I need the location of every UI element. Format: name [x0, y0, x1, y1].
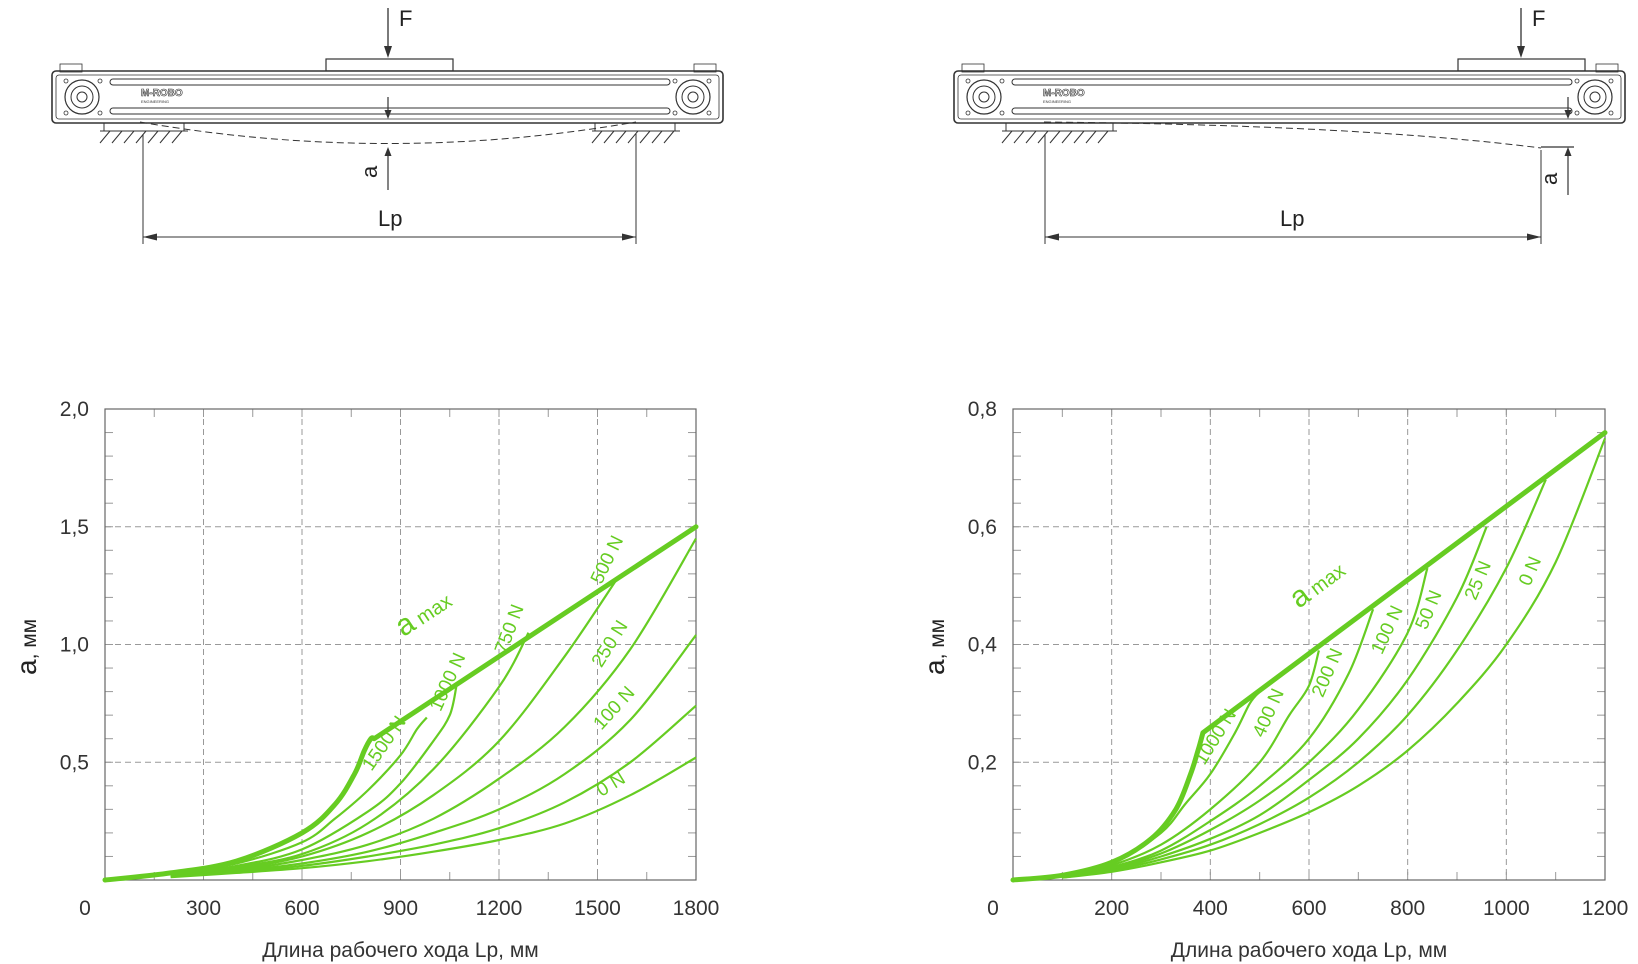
force-arrow: [384, 8, 392, 58]
y-axis-label-symbol: a: [11, 659, 42, 675]
series-line-6: [170, 704, 697, 878]
x-tick-label: 0: [79, 897, 91, 920]
y-axis-label-symbol: a: [919, 659, 950, 675]
deflection-chart-right: 0 200 400 600 800 1000 1200 0,2 0,4 0,6 0,8 Длина р…: [919, 398, 1628, 962]
series-line-1: [1062, 650, 1320, 877]
x-tick-label: 1500: [574, 897, 621, 920]
x-tick-label: 600: [284, 897, 319, 920]
y-axis-label: a, мм: [919, 619, 950, 675]
left-support: [99, 121, 188, 144]
carriage-plate: [325, 58, 454, 72]
plot-frame: [1012, 408, 1606, 881]
envelope-line-amax: [1010, 430, 1608, 883]
y-axis-label: a, мм: [11, 619, 42, 675]
y-axis-label-unit: , мм: [18, 619, 41, 660]
envelope-line-amax: [102, 524, 699, 883]
logo-subtitle: ENGINEERING: [141, 99, 169, 104]
logo-subtitle: ENGINEERING: [1043, 99, 1071, 104]
length-dimension: [1044, 134, 1542, 244]
beam-diagram-right: M-ROBO ENGINEERING F a Lp: [953, 6, 1626, 244]
envelope-label-subscript: max: [408, 590, 456, 632]
series-line-2: [1062, 608, 1375, 878]
logo: M-ROBO: [1043, 88, 1085, 99]
series-line-1: [170, 686, 458, 876]
series-line-6: [1062, 437, 1607, 879]
y-tick-label: 1,5: [60, 516, 89, 539]
force-arrow: [1517, 8, 1525, 58]
series-line-7: [170, 756, 697, 879]
y-tick-label: 0,8: [968, 398, 997, 421]
series-line-5: [170, 634, 697, 878]
x-tick-label: 1200: [1582, 897, 1629, 920]
x-tick-label: 300: [186, 897, 221, 920]
x-tick-label: 900: [383, 897, 418, 920]
series-label-3: 500 N: [587, 533, 628, 588]
deflection-label: a: [357, 165, 382, 178]
y-tick-label: 0,4: [968, 634, 998, 657]
x-tick-label: 0: [987, 897, 999, 920]
carriage-plate: [1457, 58, 1586, 72]
deflection-label: a: [1537, 172, 1562, 185]
length-label: Lp: [378, 206, 402, 231]
plot-frame: [104, 408, 697, 881]
x-tick-label: 1200: [476, 897, 523, 920]
series-line-5: [1062, 479, 1547, 879]
deflection-dimension: [384, 97, 392, 190]
y-tick-label: 0,6: [968, 516, 997, 539]
deflection-dimension: [1541, 97, 1574, 195]
x-tick-label: 200: [1094, 897, 1129, 920]
x-tick-label: 1800: [673, 897, 720, 920]
logo: M-ROBO: [141, 88, 183, 99]
x-tick-label: 800: [1390, 897, 1425, 920]
envelope-label-subscript: max: [1302, 560, 1350, 604]
x-tick-label: 400: [1193, 897, 1228, 920]
length-label: Lp: [1280, 206, 1304, 231]
series-label-6: 0 N: [1515, 554, 1546, 589]
series-line-4: [1062, 526, 1488, 879]
length-dimension: [142, 134, 637, 244]
force-label: F: [1532, 6, 1545, 31]
series-line-3: [1062, 567, 1429, 879]
linear-module-body: [953, 63, 1626, 124]
y-axis-label-unit: , мм: [926, 619, 949, 660]
series-line-3: [170, 577, 619, 877]
force-label: F: [399, 6, 412, 31]
left-support: [1001, 121, 1117, 144]
deflected-shape: [139, 121, 637, 144]
x-axis-label: Длина рабочего хода Lp, мм: [262, 939, 538, 962]
series-label-7: 0 N: [593, 768, 629, 801]
beam-diagram-left: M-ROBO ENGINEERING F a Lp: [51, 6, 724, 244]
series-line-2: [170, 632, 530, 876]
deflected-shape: [1043, 121, 1542, 149]
deflection-chart-left: 0 300 600 900 1200 1500 1800 0,5 1,0 1,5 2,0 Длина …: [11, 398, 719, 962]
x-tick-label: 600: [1291, 897, 1326, 920]
y-tick-label: 2,0: [60, 398, 89, 421]
series-line-4: [170, 537, 697, 877]
series-label-2: 750 N: [491, 602, 529, 657]
y-tick-label: 0,2: [968, 751, 997, 774]
envelope-label: a max: [1283, 552, 1351, 614]
x-axis-label: Длина рабочего хода Lp, мм: [1171, 939, 1447, 962]
y-tick-label: 1,0: [60, 634, 89, 657]
x-tick-label: 1000: [1483, 897, 1530, 920]
envelope-label: a max: [389, 583, 457, 644]
y-tick-label: 0,5: [60, 751, 89, 774]
